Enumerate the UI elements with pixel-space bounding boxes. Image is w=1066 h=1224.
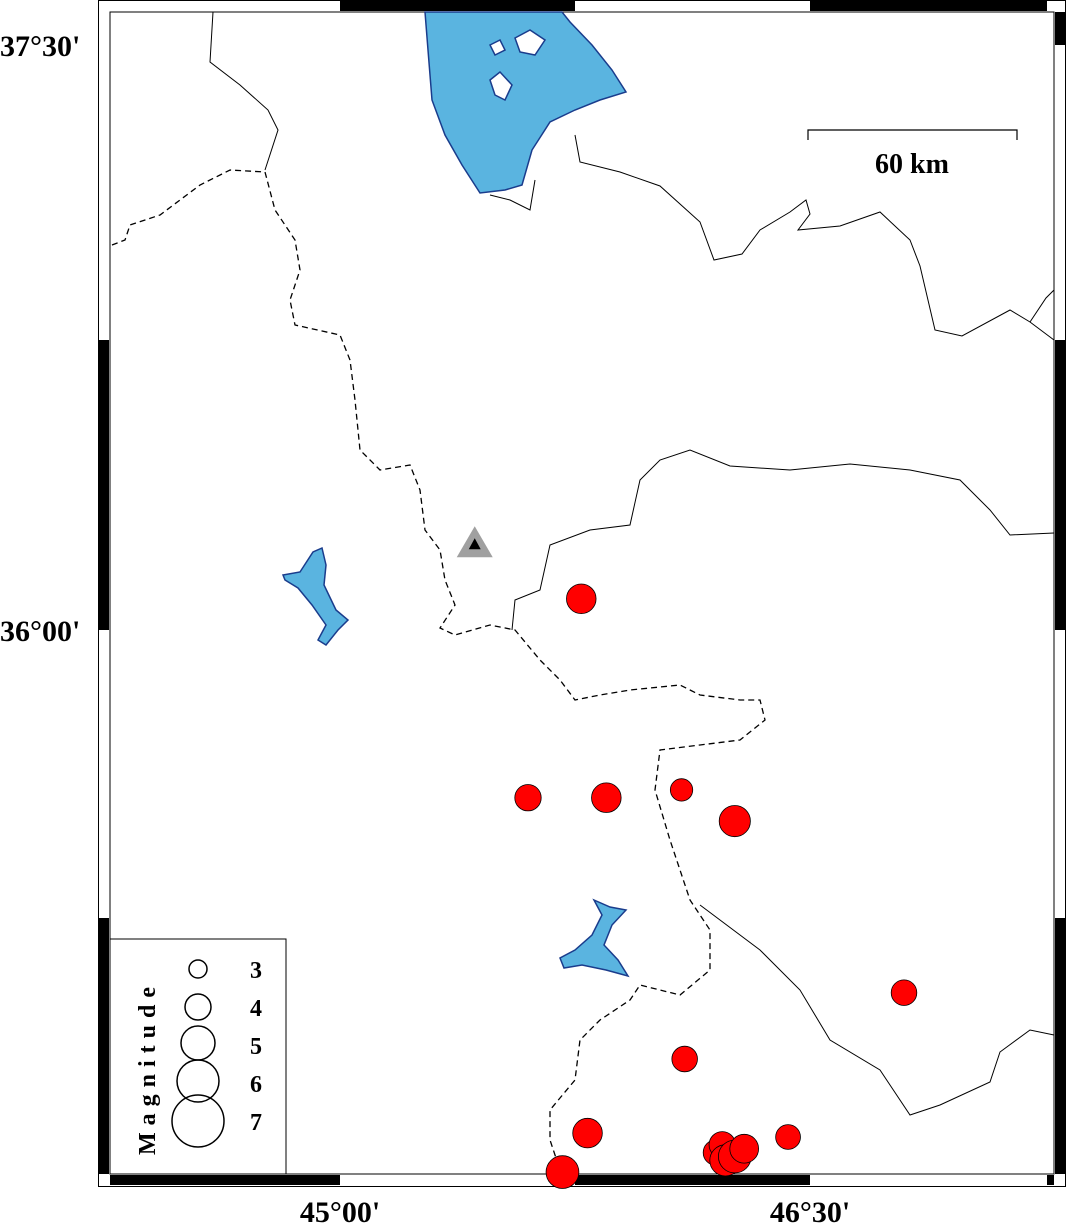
legend-title: Magnitude	[135, 980, 161, 1155]
province-borders	[209, 11, 1055, 1116]
earthquake-event-9[interactable]	[775, 1124, 801, 1150]
earthquake-event-8[interactable]	[572, 1117, 603, 1149]
legend-circle-3	[188, 959, 208, 979]
earthquake-event-7[interactable]	[671, 1045, 698, 1073]
lat-label-36-00: 36°00'	[0, 615, 80, 648]
earthquake-event-4[interactable]	[669, 778, 694, 802]
earthquake-events	[514, 583, 918, 1189]
earthquake-event-10[interactable]	[545, 1155, 580, 1189]
lat-label-37-30: 37°30'	[0, 30, 80, 63]
legend-label-6: 6	[250, 1072, 262, 1098]
water-bodies	[281, 11, 630, 978]
scale-bar: 60 km	[807, 129, 1018, 180]
legend-label-7: 7	[250, 1110, 262, 1136]
island	[488, 29, 547, 102]
legend-circle-6	[176, 1059, 220, 1103]
lake-south	[559, 898, 630, 978]
earthquake-event-1[interactable]	[566, 583, 597, 615]
lake-west	[281, 546, 350, 646]
earthquake-event-3[interactable]	[591, 782, 622, 813]
earthquake-event-15[interactable]	[729, 1133, 759, 1164]
earthquake-event-6[interactable]	[890, 979, 918, 1006]
station-marker[interactable]	[456, 526, 493, 558]
scale-bar-label: 60 km	[875, 149, 949, 180]
legend-label-4: 4	[250, 996, 262, 1022]
international-border	[111, 169, 766, 1171]
legend-label-3: 3	[250, 958, 262, 984]
legend-circle-4	[184, 993, 212, 1021]
legend-label-5: 5	[250, 1034, 262, 1060]
lon-label-46-30: 46°30'	[770, 1196, 850, 1224]
earthquake-event-5[interactable]	[718, 805, 751, 838]
triangle-icon-inner	[468, 538, 481, 550]
legend-circle-7	[171, 1094, 225, 1148]
magnitude-legend: Magnitude 3 4 5 6 7	[109, 938, 287, 1175]
lake-urmia	[424, 11, 628, 194]
lon-label-45-00: 45°00'	[300, 1196, 380, 1224]
earthquake-event-2[interactable]	[514, 784, 542, 812]
